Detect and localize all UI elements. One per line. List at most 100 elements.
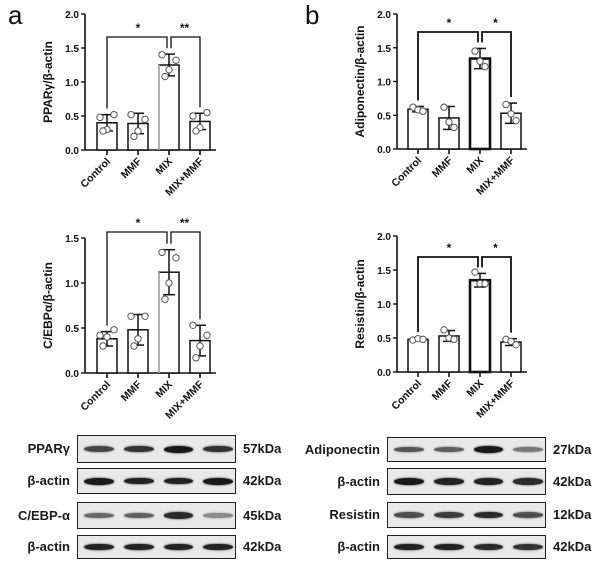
y-tick-label: 0.5: [65, 112, 79, 123]
y-tick-label: 0.5: [65, 324, 79, 335]
blot-band: [84, 446, 114, 452]
blot-band: [84, 512, 114, 519]
data-point: [127, 312, 135, 320]
blot-band: [163, 445, 194, 453]
blot-band: [433, 446, 464, 453]
y-tick-label: 0.0: [65, 146, 79, 157]
significance-label: **: [180, 21, 190, 35]
blot-band: [203, 445, 233, 453]
blot-band: [163, 543, 194, 551]
y-axis-label: Adiponectin/β-actin: [353, 26, 367, 138]
blot-band: [123, 477, 154, 485]
x-tick-label: MIX: [464, 378, 486, 400]
blot-band: [473, 543, 504, 551]
data-point: [481, 62, 489, 71]
x-tick-label: MMF: [119, 378, 145, 404]
y-tick-label: 1.5: [377, 266, 391, 277]
data-point: [196, 342, 204, 350]
y-tick-label: 2.0: [377, 10, 391, 21]
blot-band: [163, 477, 194, 485]
blot-strip: [77, 502, 236, 529]
blot-strip: [77, 535, 236, 559]
y-tick-label: 0.5: [377, 334, 391, 345]
y-tick-label: 0.0: [65, 369, 79, 380]
significance-label: *: [447, 241, 452, 255]
blot-band: [473, 511, 504, 519]
data-point: [96, 113, 104, 122]
data-point: [471, 47, 479, 55]
significance-label: *: [136, 21, 141, 35]
data-point: [192, 354, 200, 362]
blot-band: [84, 543, 114, 551]
significance-label: *: [493, 241, 498, 255]
blot-strip: [387, 468, 546, 495]
blot-strip: [387, 502, 546, 528]
data-point: [158, 51, 166, 59]
blot-band: [433, 543, 464, 551]
x-tick-label: MMF: [430, 154, 456, 180]
data-point: [512, 116, 520, 125]
blot-strip: [77, 468, 236, 494]
blot-protein-label: β-actin: [27, 539, 70, 554]
y-axis-label: PPARγ/β-actin: [41, 41, 55, 123]
data-point: [172, 56, 180, 64]
y-tick-label: 0.0: [377, 368, 391, 379]
y-tick-label: 1.0: [65, 78, 79, 89]
blot-band: [394, 543, 424, 551]
data-point: [134, 127, 142, 135]
blot-protein-label: β-actin: [337, 539, 380, 554]
data-point: [110, 326, 118, 334]
x-tick-label: Control: [389, 378, 424, 413]
y-tick-label: 1.0: [65, 279, 79, 290]
data-point: [419, 335, 427, 344]
y-tick-label: 1.5: [65, 44, 79, 55]
data-point: [165, 66, 173, 74]
bar-mix: [468, 278, 492, 374]
data-point: [130, 342, 138, 350]
data-point: [127, 110, 135, 119]
blot-band: [123, 512, 154, 519]
data-point: [103, 333, 111, 341]
x-tick-label: Control: [389, 155, 424, 190]
blot-band: [123, 543, 154, 551]
data-point: [134, 335, 142, 343]
y-tick-label: 1.0: [377, 300, 391, 311]
data-point: [507, 110, 515, 118]
blot-band: [473, 446, 504, 453]
data-point: [172, 254, 180, 262]
data-point: [189, 321, 197, 329]
blot-kda-label: 42kDa: [243, 473, 282, 488]
x-tick-label: MMF: [119, 155, 145, 181]
blot-kda-label: 12kDa: [553, 507, 592, 522]
y-tick-label: 1.0: [377, 78, 391, 89]
y-tick-label: 0.0: [377, 145, 391, 156]
data-point: [141, 312, 149, 320]
blot-kda-label: 57kDa: [243, 441, 282, 456]
y-axis-label: Resistin/β-actin: [353, 259, 367, 348]
chart-resistin: 0.0 0.5 1.0 1.5 2.0 Resistin/β-actin Control MM…: [353, 232, 527, 420]
blot-protein-label: β-actin: [337, 473, 380, 489]
data-point: [512, 341, 520, 349]
data-point: [450, 123, 458, 132]
panel-label-a: a: [8, 0, 23, 30]
significance-label: *: [493, 16, 498, 30]
data-point: [110, 110, 118, 119]
blot-strip: [77, 435, 236, 463]
blot-band: [394, 446, 424, 453]
blot-band: [433, 478, 464, 485]
data-point: [165, 279, 173, 287]
data-point: [141, 115, 149, 124]
blot-kda-label: 45kDa: [243, 507, 282, 523]
blot-band: [473, 478, 504, 485]
data-point: [419, 107, 427, 115]
data-point: [161, 295, 169, 303]
blot-band: [203, 477, 233, 485]
blot-band: [394, 512, 424, 518]
y-tick-label: 1.5: [65, 234, 79, 245]
blot-protein-label: Resistin: [329, 507, 380, 522]
blot-protein-label: β-actin: [27, 473, 70, 488]
blot-band: [513, 478, 543, 485]
blot-protein-label: C/EBP-α: [17, 507, 70, 523]
bar-mix: [468, 57, 492, 151]
blot-band: [203, 543, 233, 551]
